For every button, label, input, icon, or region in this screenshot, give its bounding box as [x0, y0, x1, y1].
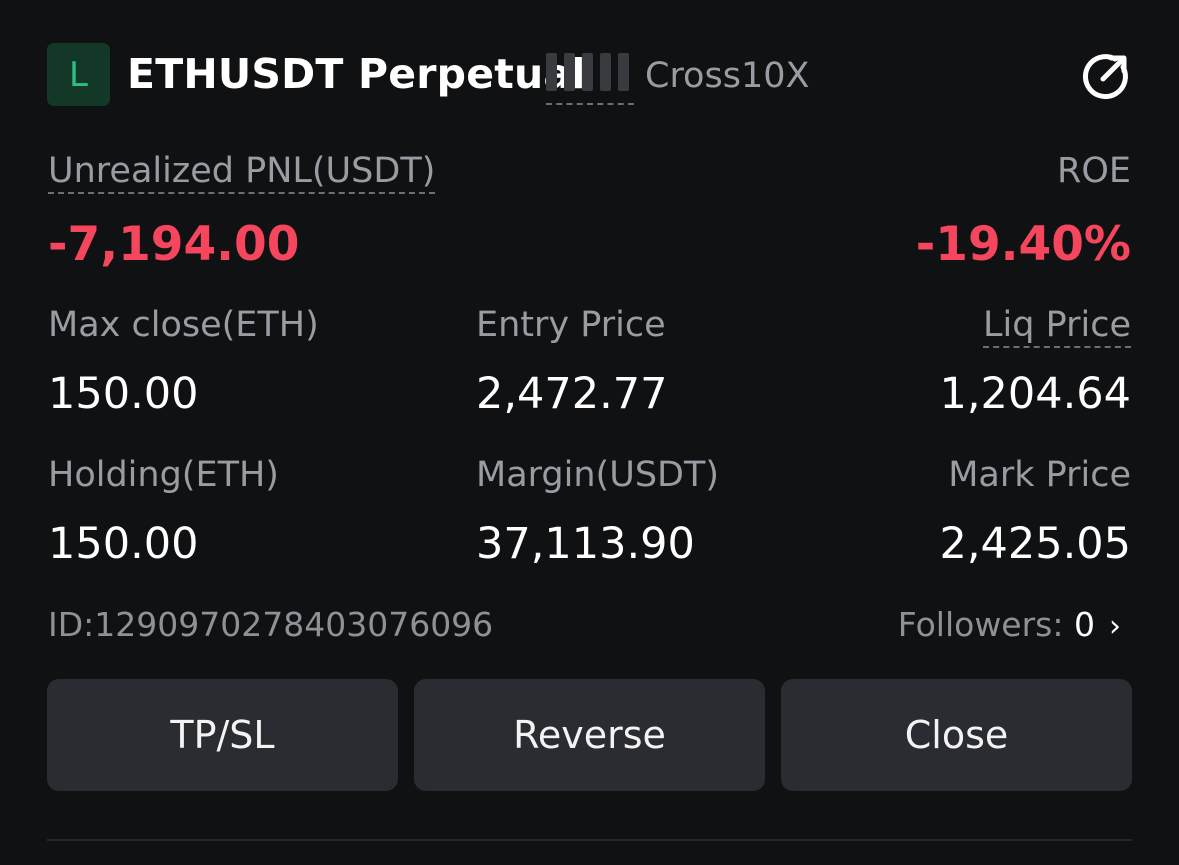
followers-link[interactable]: Followers: 0 › — [898, 605, 1121, 644]
roe-label: ROE — [1057, 151, 1131, 191]
tpsl-button[interactable]: TP/SL — [47, 679, 398, 791]
holding-label: Holding(ETH) — [48, 455, 279, 495]
unrealized-pnl-label[interactable]: Unrealized PNL(USDT) — [48, 151, 436, 194]
max-close-value: 150.00 — [48, 369, 199, 419]
leverage-bar — [546, 53, 557, 91]
liq-price-label[interactable]: Liq Price — [983, 305, 1131, 348]
margin-mode-label[interactable]: Cross10X — [645, 56, 810, 96]
chevron-right-icon: › — [1109, 609, 1121, 644]
followers-label: Followers: — [897, 605, 1064, 644]
liq-price-value: 1,204.64 — [939, 369, 1131, 419]
symbol-title[interactable]: ETHUSDT Perpetual — [127, 50, 586, 98]
position-id: ID:1290970278403076096 — [48, 605, 494, 644]
leverage-bar — [564, 53, 575, 91]
mark-price-value: 2,425.05 — [939, 519, 1131, 569]
entry-price-label: Entry Price — [476, 305, 666, 345]
leverage-level-indicator[interactable] — [546, 53, 634, 105]
unrealized-pnl-value: -7,194.00 — [48, 217, 300, 272]
margin-value: 37,113.90 — [476, 519, 695, 569]
mark-price-label: Mark Price — [948, 455, 1131, 495]
bottom-divider — [47, 839, 1132, 841]
leverage-bar — [600, 53, 611, 91]
followers-count: 0 — [1074, 605, 1095, 644]
roe-value: -19.40% — [915, 217, 1131, 272]
leverage-bar — [582, 53, 593, 91]
leverage-bar — [618, 53, 629, 91]
close-button[interactable]: Close — [781, 679, 1132, 791]
share-icon[interactable] — [1079, 51, 1131, 103]
long-side-badge: L — [47, 43, 110, 106]
reverse-button[interactable]: Reverse — [414, 679, 765, 791]
entry-price-value: 2,472.77 — [476, 369, 668, 419]
holding-value: 150.00 — [48, 519, 199, 569]
max-close-label: Max close(ETH) — [48, 305, 319, 345]
margin-label: Margin(USDT) — [476, 455, 720, 495]
